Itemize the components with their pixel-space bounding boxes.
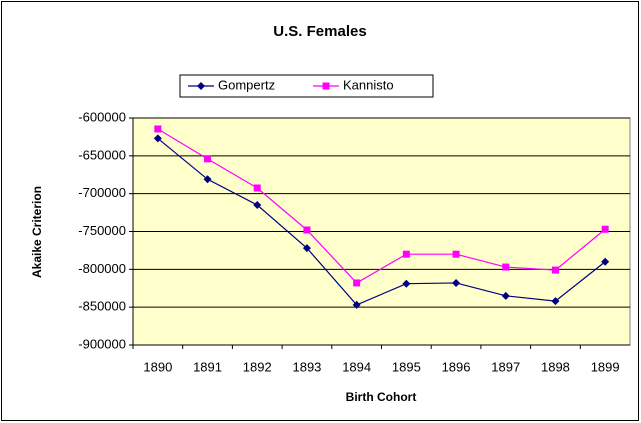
- series-line: [157, 137, 606, 306]
- chart-title: U.S. Females: [273, 23, 366, 40]
- series-line: [157, 128, 606, 284]
- point: [302, 244, 311, 253]
- point: [197, 82, 205, 90]
- x-axis-label: Birth Cohort: [346, 390, 417, 404]
- y-tick-label: -650000: [78, 147, 126, 162]
- point: [303, 226, 311, 234]
- point: [452, 278, 461, 287]
- x-tick-label: 1890: [143, 359, 172, 374]
- point: [551, 266, 559, 274]
- point: [551, 297, 560, 306]
- x-tick-label: 1892: [243, 359, 272, 374]
- point: [502, 263, 510, 271]
- point: [352, 300, 361, 309]
- point: [253, 201, 262, 210]
- y-axis-label: Akaike Criterion: [30, 186, 44, 278]
- y-tick-label: -800000: [78, 261, 126, 276]
- point: [601, 257, 610, 266]
- y-tick-label: -850000: [78, 299, 126, 314]
- point: [204, 155, 212, 163]
- y-tick-label: -900000: [78, 336, 126, 351]
- y-tick-label: -600000: [78, 109, 126, 124]
- x-tick-label: 1895: [392, 359, 421, 374]
- x-tick-label: 1896: [442, 359, 471, 374]
- point: [203, 175, 212, 184]
- x-tick-label: 1899: [591, 359, 620, 374]
- point: [353, 279, 361, 287]
- point: [322, 82, 330, 90]
- x-tick-label: 1891: [193, 359, 222, 374]
- y-tick-label: -750000: [78, 223, 126, 238]
- point: [601, 225, 609, 233]
- point: [253, 184, 261, 192]
- point: [501, 291, 510, 300]
- point: [154, 125, 162, 133]
- point: [402, 279, 411, 288]
- point: [402, 250, 410, 258]
- x-tick-label: 1897: [491, 359, 520, 374]
- x-tick-label: 1893: [292, 359, 321, 374]
- point: [153, 134, 162, 143]
- point: [452, 250, 460, 258]
- y-tick-label: -700000: [78, 185, 126, 200]
- legend-box: [179, 74, 434, 98]
- x-tick-label: 1898: [541, 359, 570, 374]
- legend-label: Kannisto: [343, 77, 394, 92]
- x-tick-label: 1894: [342, 359, 371, 374]
- legend-label: Gompertz: [218, 77, 275, 92]
